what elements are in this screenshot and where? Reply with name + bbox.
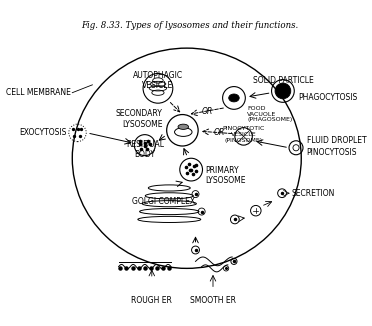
Ellipse shape (229, 94, 239, 102)
Text: ROUGH ER: ROUGH ER (131, 296, 172, 305)
Text: RESIDUAL
BODY: RESIDUAL BODY (126, 140, 164, 159)
Text: AUTOPHAGIC
VESICLE: AUTOPHAGIC VESICLE (133, 71, 183, 90)
Text: PINOCYTOSIS: PINOCYTOSIS (307, 148, 357, 156)
Text: CELL MEMBRANE: CELL MEMBRANE (6, 88, 71, 97)
Text: FLUID DROPLET: FLUID DROPLET (307, 136, 366, 145)
Circle shape (275, 83, 291, 99)
Text: PHAGOCYTOSIS: PHAGOCYTOSIS (298, 93, 357, 102)
Text: Fig. 8.33. Types of lysosomes and their functions.: Fig. 8.33. Types of lysosomes and their … (81, 21, 298, 30)
Text: PINOCYTOTIC
VESICLE
(PINOSOME): PINOCYTOTIC VESICLE (PINOSOME) (222, 126, 265, 142)
Text: OR: OR (202, 107, 214, 115)
Text: SECRETION: SECRETION (292, 189, 335, 198)
Text: SMOOTH ER: SMOOTH ER (190, 296, 236, 305)
Text: SOLID PARTICLE: SOLID PARTICLE (253, 76, 313, 85)
Text: PRIMARY
LYSOSOME: PRIMARY LYSOSOME (205, 166, 246, 185)
Text: FOOD
VACUOLE
(PHAGOSOME): FOOD VACUOLE (PHAGOSOME) (247, 106, 292, 122)
Text: EXOCYTOSIS: EXOCYTOSIS (19, 128, 66, 137)
Text: GOLGI COMPLEX: GOLGI COMPLEX (132, 198, 195, 206)
Text: OR: OR (214, 127, 225, 137)
Text: SECONDARY
LYSOSOME: SECONDARY LYSOSOME (115, 109, 162, 129)
Ellipse shape (178, 124, 189, 129)
